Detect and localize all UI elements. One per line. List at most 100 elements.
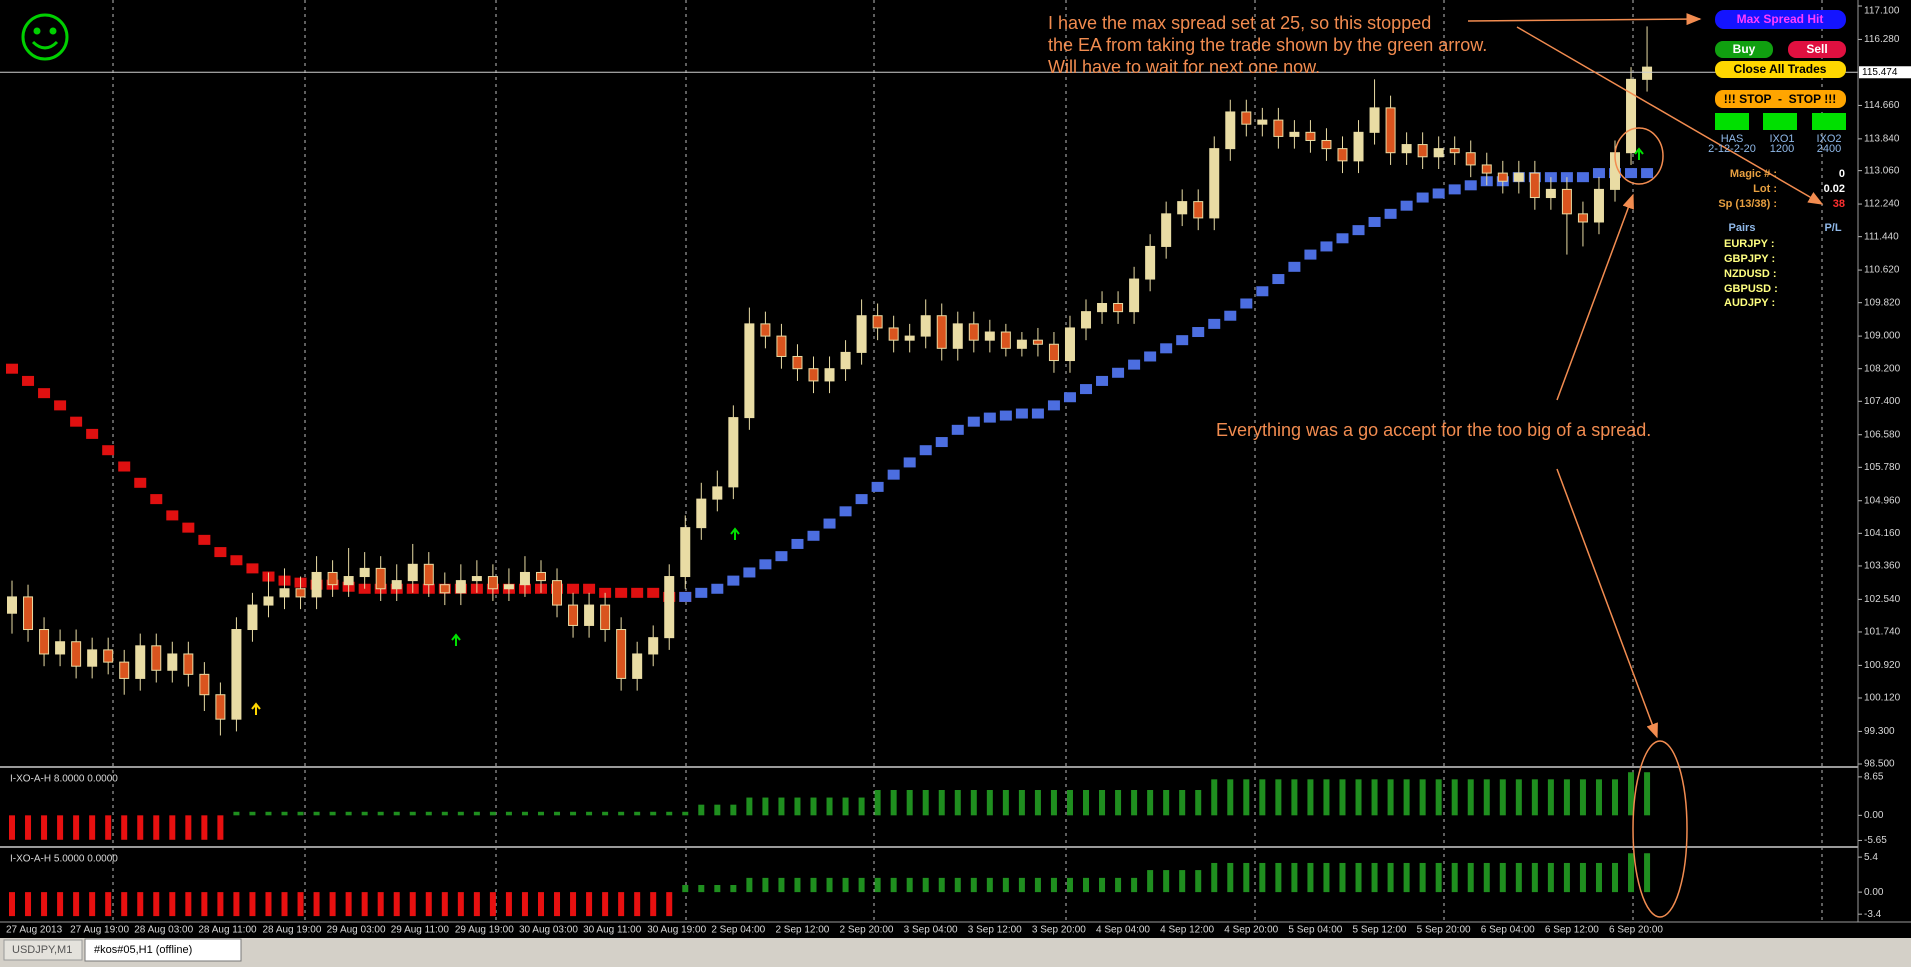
histogram-bar: [73, 815, 80, 840]
moving-average-block: [903, 457, 916, 468]
mode-name: HAS: [1721, 133, 1744, 145]
candle-body: [71, 641, 82, 667]
tab-label[interactable]: USDJPY,M1: [12, 944, 72, 956]
histogram-bar: [537, 892, 544, 917]
moving-average-block: [166, 510, 179, 521]
y-tick-label: 100.920: [1864, 660, 1901, 671]
histogram-bar: [1579, 862, 1586, 893]
histogram-bar: [970, 877, 977, 893]
tab-label[interactable]: #kos#05,H1 (offline): [94, 944, 192, 956]
moving-average-block: [214, 547, 227, 558]
histogram-bar: [345, 892, 352, 917]
histogram-bar: [1467, 779, 1474, 816]
candle-body: [247, 604, 258, 631]
moving-average-block: [839, 506, 852, 517]
histogram-bar: [1483, 779, 1490, 816]
y-tick-label: 103.360: [1864, 561, 1901, 572]
moving-average-block: [1416, 192, 1429, 203]
histogram-bar: [185, 892, 192, 917]
histogram-bar: [1612, 862, 1618, 893]
mode-box[interactable]: [1763, 113, 1797, 130]
histogram-bar: [1339, 779, 1346, 816]
moving-average-block: [1320, 241, 1333, 252]
histogram-bar: [489, 892, 496, 917]
histogram-bar: [137, 815, 144, 840]
moving-average-block: [1128, 359, 1141, 370]
mode-box[interactable]: [1715, 113, 1749, 130]
histogram-bar: [105, 815, 112, 840]
histogram-bar: [1259, 779, 1266, 816]
max-spread-label[interactable]: Max Spread Hit: [1737, 12, 1824, 26]
tab[interactable]: [3, 939, 83, 961]
moving-average-block: [855, 494, 868, 505]
moving-average-block: [1047, 400, 1060, 411]
x-tick-label: 27 Aug 2013: [6, 925, 63, 936]
candle-body: [1273, 119, 1284, 137]
histogram-bar: [1243, 862, 1250, 893]
candle-body: [1481, 164, 1492, 174]
y-tick-label: 110.620: [1864, 265, 1900, 276]
x-tick-label: 6 Sep 12:00: [1545, 925, 1599, 936]
histogram-bar: [1355, 862, 1362, 893]
moving-average-block: [807, 530, 820, 541]
moving-average-block: [1144, 351, 1157, 362]
mode-box[interactable]: [1812, 113, 1846, 130]
sell-button[interactable]: [1788, 41, 1846, 58]
candle-body: [1257, 119, 1268, 125]
stop-button[interactable]: [1715, 90, 1846, 108]
candle-body: [824, 368, 835, 382]
histogram-bar: [1131, 877, 1138, 893]
bid-label: 115.474: [1862, 67, 1898, 78]
histogram-bar: [1467, 862, 1474, 893]
y-tick-label: 104.960: [1864, 495, 1901, 506]
x-tick-label: 2 Sep 04:00: [711, 925, 765, 936]
max-spread-button[interactable]: [1715, 10, 1846, 29]
buy-label[interactable]: Buy: [1733, 42, 1756, 56]
candle-body: [1545, 188, 1556, 199]
moving-average-block: [679, 591, 692, 602]
tab[interactable]: [84, 938, 242, 962]
pair: NZDUSD :: [1724, 268, 1777, 280]
histogram-bar: [217, 892, 224, 917]
indicator-title: I-XO-A-H 5.0000 0.0000: [10, 854, 118, 865]
stop-label[interactable]: !!! STOP - STOP !!!: [1724, 92, 1836, 106]
moving-average-block: [1240, 298, 1253, 309]
histogram-bar: [650, 811, 657, 816]
histogram-bar: [297, 811, 304, 816]
histogram-bar: [842, 797, 849, 816]
histogram-bar: [1403, 779, 1410, 816]
buy-button[interactable]: [1715, 41, 1773, 58]
x-tick-label: 2 Sep 12:00: [775, 925, 829, 936]
histogram-bar: [938, 790, 945, 816]
histogram-bar: [1227, 779, 1234, 816]
histogram-bar: [1387, 862, 1394, 893]
candle-body: [952, 323, 963, 349]
histogram-bar: [329, 892, 336, 917]
histogram-bar: [409, 811, 416, 816]
histogram-bar: [9, 892, 15, 917]
pair: EURJPY :: [1724, 238, 1775, 250]
histogram-bar: [41, 815, 48, 840]
moving-average-block: [1400, 200, 1413, 211]
sell-label[interactable]: Sell: [1806, 42, 1827, 56]
candle-body: [183, 653, 194, 675]
histogram-bar: [57, 815, 64, 840]
histogram-bar: [1195, 870, 1202, 893]
candle-body: [1465, 152, 1476, 166]
y-tick-label: 100.120: [1864, 693, 1901, 704]
histogram-bar: [1050, 877, 1057, 893]
histogram-bar: [666, 892, 673, 917]
candle-body: [1497, 172, 1508, 182]
histogram-bar: [906, 877, 913, 893]
y-tick-label: 8.65: [1864, 772, 1884, 783]
moving-average-block: [1031, 408, 1044, 419]
magic-value: 0: [1839, 168, 1845, 180]
histogram-bar: [1435, 779, 1442, 816]
histogram-bar: [1579, 779, 1586, 816]
candle-body: [1561, 188, 1572, 215]
histogram-bar: [602, 811, 609, 816]
close-all-label[interactable]: Close All Trades: [1734, 62, 1827, 76]
candle-body: [1369, 107, 1380, 133]
histogram-bar: [1307, 779, 1314, 816]
close-all-button[interactable]: [1715, 61, 1846, 78]
